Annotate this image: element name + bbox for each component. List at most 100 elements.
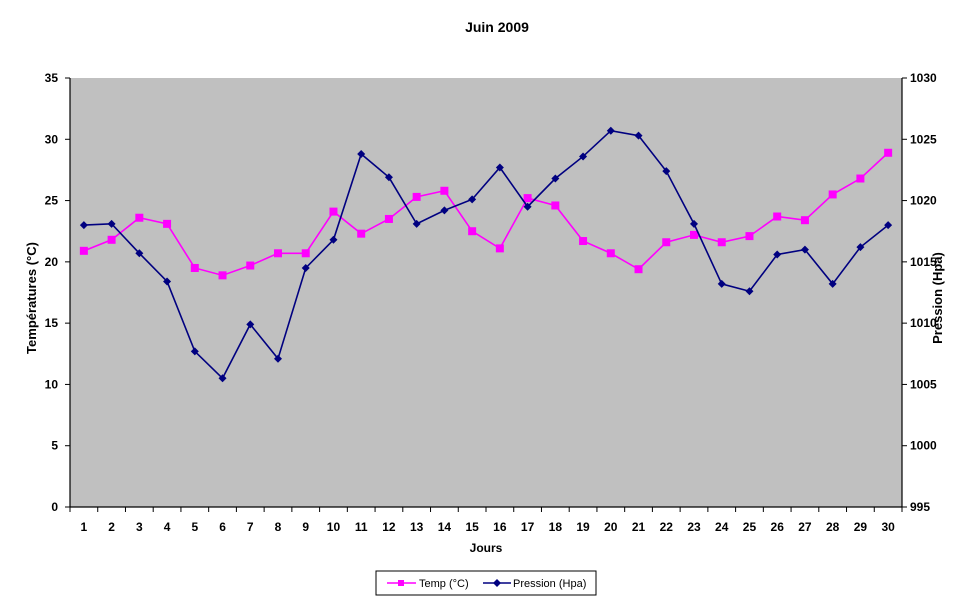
left-axis-tick-label: 15 [45, 316, 59, 330]
data-point-temp [634, 265, 643, 274]
right-axis: 995 1000 1005 1010 1015 1020 1025 1030 [901, 71, 937, 514]
data-point-pression [218, 374, 227, 383]
data-point-temp [579, 237, 588, 246]
right-axis-tick-label: 1025 [910, 132, 937, 146]
data-point-pression [828, 279, 837, 288]
data-point-pression [856, 243, 865, 252]
data-point-pression [468, 195, 477, 204]
legend-label-temp: Temp (°C) [419, 578, 469, 590]
data-point-temp [357, 229, 366, 238]
data-point-pression [551, 174, 560, 183]
right-axis-tick-label: 1000 [910, 439, 937, 453]
data-point-pression [357, 149, 366, 158]
right-axis-tick-label: 1005 [910, 377, 937, 391]
x-axis-tick-label: 15 [465, 520, 479, 534]
data-point-pression [301, 263, 310, 272]
x-axis-tick-label: 25 [743, 520, 757, 534]
x-axis-tick-label: 19 [576, 520, 590, 534]
data-point-pression [440, 206, 449, 215]
data-point-temp [412, 192, 421, 201]
data-point-pression [662, 167, 671, 176]
data-point-temp [800, 216, 809, 225]
data-point-temp [523, 194, 532, 203]
x-axis-tick-label: 12 [382, 520, 396, 534]
data-point-temp [274, 249, 282, 258]
data-point-pression [274, 354, 282, 363]
data-point-temp [384, 214, 393, 223]
left-axis-tick-label: 10 [45, 377, 59, 391]
data-point-pression [135, 249, 144, 258]
plot-area [70, 78, 902, 507]
data-point-temp [745, 232, 754, 241]
data-point-temp [468, 227, 477, 236]
data-point-temp [717, 238, 726, 247]
data-point-temp [135, 213, 144, 222]
data-point-pression [634, 131, 643, 140]
data-point-temp [856, 174, 865, 183]
data-point-temp [690, 230, 698, 239]
x-axis-tick-label: 1 [81, 520, 88, 534]
x-axis-tick-label: 5 [191, 520, 198, 534]
x-axis-tick-label: 11 [355, 520, 368, 534]
data-point-temp [79, 246, 88, 255]
data-point-pression [384, 173, 393, 182]
data-point-temp [329, 207, 338, 216]
data-point-pression [107, 219, 116, 228]
data-point-temp [301, 249, 310, 258]
series-line-pression [83, 129, 889, 380]
x-axis-tick-label: 23 [687, 520, 701, 534]
x-axis-tick-label: 3 [136, 520, 143, 534]
x-axis-tick-label: 8 [275, 520, 282, 534]
x-axis: 1 2 3 4 5 6 7 8 9 10 11 12 13 14 15 16 17 18 19 20 21 22 23 24 2… [69, 506, 903, 534]
data-point-pression [246, 320, 255, 329]
data-point-pression [773, 250, 782, 259]
left-axis-tick-label: 5 [51, 439, 58, 453]
x-axis-tick-label: 6 [219, 520, 226, 534]
right-axis-tick-label: 1015 [910, 255, 937, 269]
right-axis-tick-label: 1030 [910, 71, 937, 85]
chart-title: Juin 2009 [465, 19, 529, 35]
x-axis-tick-label: 29 [854, 520, 868, 534]
x-axis-tick-label: 26 [771, 520, 785, 534]
data-point-temp [884, 148, 893, 157]
data-point-pression [717, 279, 726, 288]
x-axis-tick-label: 24 [715, 520, 729, 534]
legend-label-pression: Pression (Hpa) [513, 578, 586, 590]
x-axis-tick-label: 4 [164, 520, 171, 534]
left-axis-tick-label: 25 [45, 194, 59, 208]
x-axis-tick-label: 28 [826, 520, 840, 534]
x-axis-tick-label: 30 [881, 520, 895, 534]
series-layer [79, 126, 893, 383]
x-axis-tick-label: 17 [521, 520, 535, 534]
data-point-pression [606, 126, 615, 135]
left-axis-title: Températures (°C) [24, 242, 39, 354]
data-point-pression [79, 221, 88, 230]
right-axis-tick-label: 1010 [910, 316, 937, 330]
x-axis-tick-label: 20 [604, 520, 618, 534]
data-point-pression [690, 219, 698, 228]
x-axis-tick-label: 10 [327, 520, 341, 534]
data-point-pression [329, 235, 338, 244]
left-axis-tick-label: 0 [51, 500, 58, 514]
data-point-pression [884, 221, 893, 230]
x-axis-tick-label: 27 [798, 520, 812, 534]
data-point-pression [579, 152, 588, 161]
right-axis-tick-label: 1020 [910, 194, 937, 208]
data-point-temp [107, 235, 116, 244]
data-point-temp [163, 219, 172, 228]
x-axis-tick-label: 14 [438, 520, 452, 534]
legend-marker-temp [398, 580, 404, 586]
data-point-temp [662, 238, 671, 247]
data-point-pression [523, 202, 532, 211]
x-axis-tick-label: 21 [632, 520, 646, 534]
legend: Temp (°C) Pression (Hpa) [375, 570, 597, 596]
x-axis-tick-label: 9 [302, 520, 309, 534]
data-point-temp [190, 263, 199, 272]
series-line-temp [83, 152, 889, 277]
data-point-pression [190, 347, 199, 356]
data-point-temp [218, 271, 227, 280]
data-point-temp [246, 261, 255, 270]
data-point-pression [800, 245, 809, 254]
